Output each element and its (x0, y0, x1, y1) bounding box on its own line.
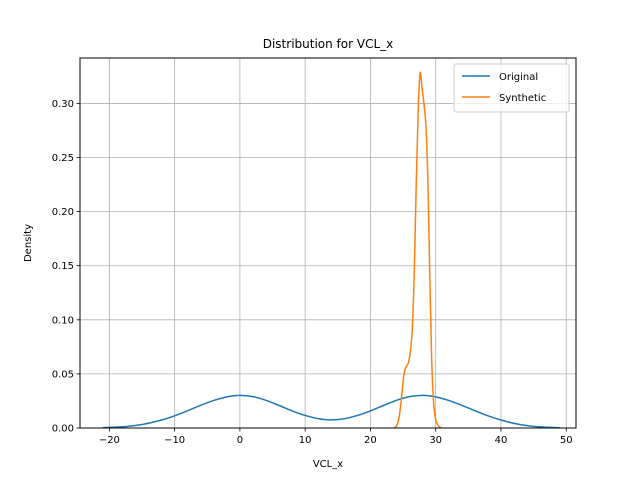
series-line-original (102, 394, 560, 429)
y-tick-label: 0.20 (52, 207, 74, 218)
x-tick-label: 30 (429, 435, 442, 446)
y-axis-title: Density (23, 224, 34, 262)
y-tick-label: 0.10 (52, 315, 74, 326)
x-tick-label: −10 (164, 435, 185, 446)
x-tick-label: 10 (299, 435, 312, 446)
x-tick-label: 0 (237, 435, 243, 446)
y-tick-label: 0.05 (52, 369, 74, 380)
x-tick-label: 20 (364, 435, 377, 446)
y-tick-label: 0.00 (52, 424, 74, 435)
plot-area (102, 71, 560, 429)
legend-label-original: Original (499, 72, 538, 83)
chart-title: Distribution for VCL_x (263, 37, 394, 51)
series-line-synthetic (393, 71, 442, 429)
legend-label-synthetic: Synthetic (499, 93, 546, 104)
y-tick-label: 0.15 (52, 261, 74, 272)
x-tick-label: −20 (99, 435, 120, 446)
axes-frame (79, 57, 577, 429)
y-tick-label: 0.30 (52, 99, 74, 110)
x-tick-label: 50 (560, 435, 573, 446)
legend: Original Synthetic (453, 63, 570, 113)
y-tick-label: 0.25 (52, 153, 74, 164)
x-axis-title: VCL_x (313, 459, 343, 470)
ticks: −20 −10 0 10 20 30 40 50 0.00 0.05 0.10 0.15 0.20 0.2… (52, 99, 573, 446)
x-tick-label: 40 (495, 435, 508, 446)
